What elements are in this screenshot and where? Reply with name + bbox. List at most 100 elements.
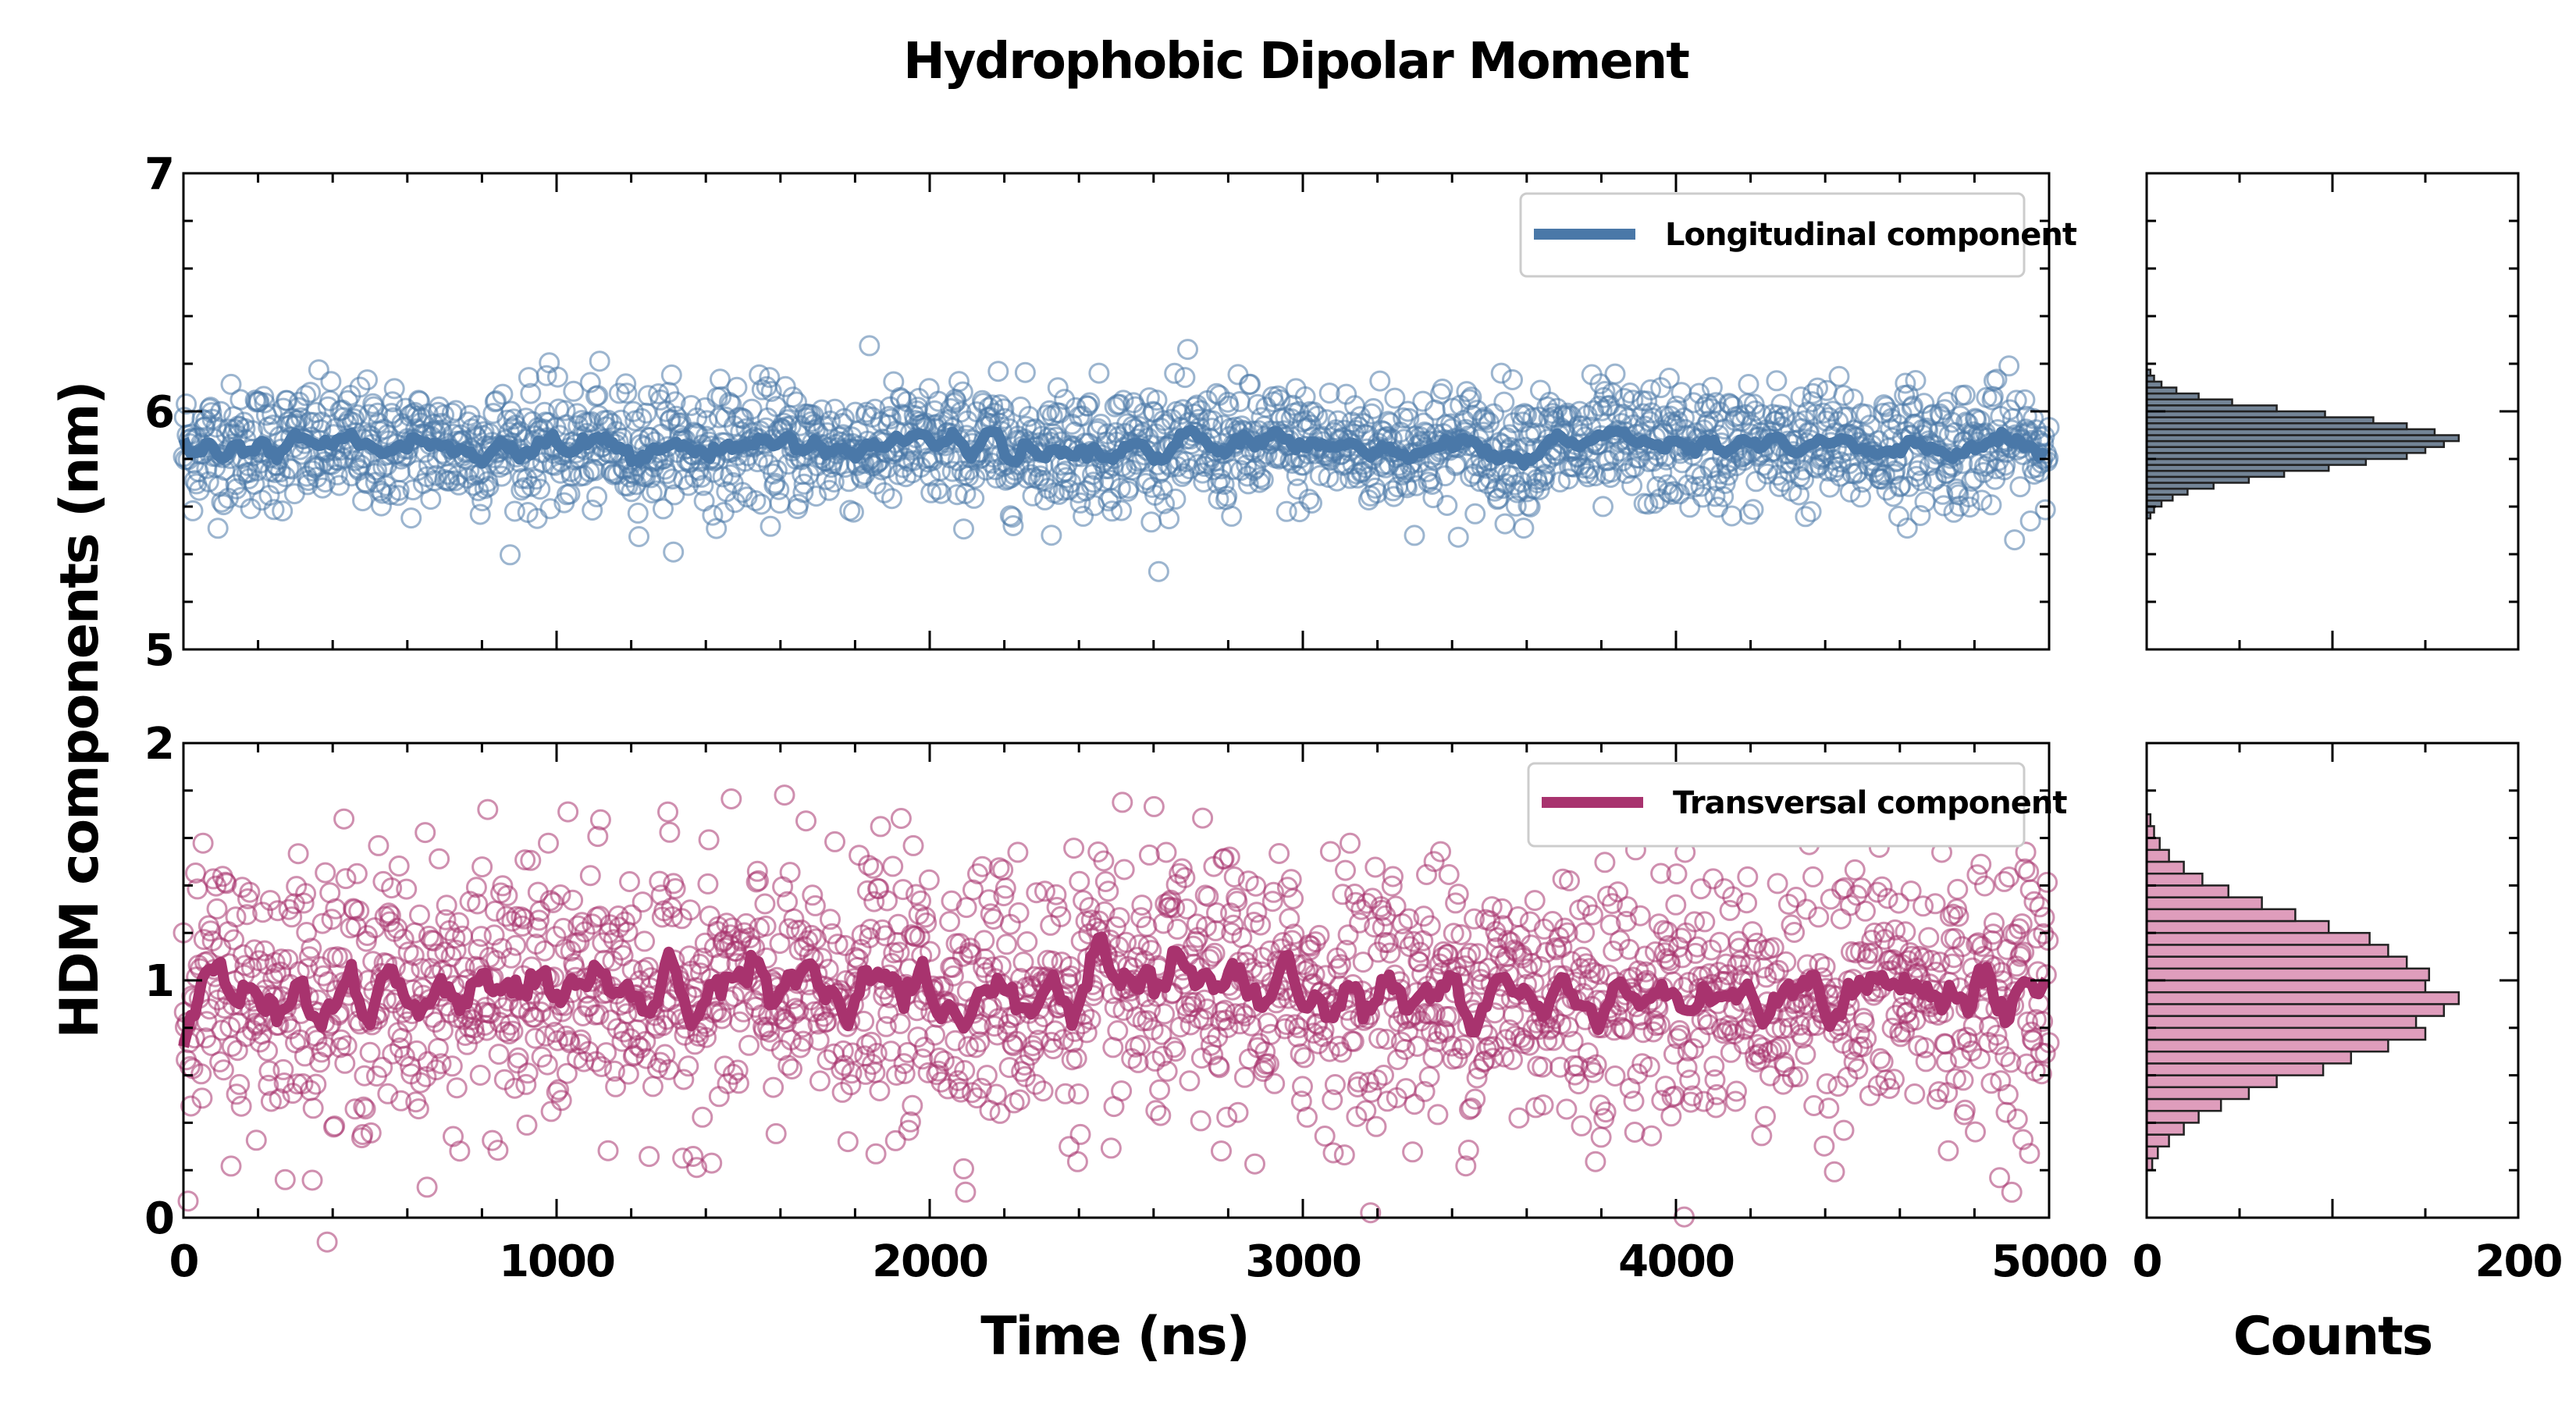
scatter-point (1890, 475, 1912, 496)
scatter-point (639, 1146, 660, 1168)
scatter-point (230, 1095, 252, 1117)
scatter-point (1622, 389, 1644, 411)
scatter-point (703, 461, 724, 483)
scatter-point (627, 502, 649, 524)
scatter-point (336, 1035, 358, 1057)
scatter-point (432, 1019, 454, 1041)
scatter-point (263, 499, 285, 521)
scatter-point (352, 1124, 374, 1145)
scatter-point (1998, 355, 2020, 377)
scatter-point (1483, 403, 1505, 425)
scatter-point (1077, 395, 1098, 417)
scatter-point (1707, 496, 1729, 518)
scatter-point (520, 849, 542, 871)
scatter-point (454, 956, 475, 978)
scatter-point (939, 911, 961, 933)
scatter-point (1184, 397, 1206, 418)
scatter-point (660, 364, 682, 386)
scatter-point (258, 1060, 280, 1082)
scatter-point (1384, 387, 1406, 409)
scatter-point (545, 926, 567, 948)
scatter-point (1398, 407, 1420, 429)
scatter-point (1737, 866, 1759, 887)
scatter-point (446, 1077, 468, 1099)
scatter-point (1333, 1144, 1355, 1166)
scatter-point (498, 1023, 520, 1045)
scatter-point (1830, 451, 1852, 473)
scatter-point (212, 1059, 234, 1081)
scatter-point (619, 466, 640, 488)
scatter-point (1002, 515, 1024, 536)
scatter-point (1108, 393, 1130, 415)
scatter-point (1800, 501, 1822, 522)
scatter-point (881, 488, 902, 510)
scatter-point (360, 1122, 382, 1144)
scatter-point (842, 501, 864, 523)
scatter-point (390, 1090, 412, 1112)
scatter-point (254, 940, 276, 962)
scatter-point (492, 383, 514, 405)
scatter-point (458, 460, 480, 482)
scatter-point (1895, 372, 1916, 394)
scatter-point (295, 385, 317, 407)
scatter-point (503, 1077, 525, 1099)
scatter-point (500, 544, 521, 566)
scatter-point (201, 402, 222, 424)
histogram-bar (2145, 908, 2297, 923)
scatter-point (1703, 868, 1724, 890)
scatter-point (484, 900, 506, 922)
scatter-point (1751, 404, 1773, 425)
y-tick-label-top: 6 (144, 387, 173, 438)
scatter-point (1202, 410, 1224, 432)
scatter-point (882, 855, 904, 877)
scatter-point (410, 1072, 432, 1094)
scatter-point (220, 373, 242, 395)
scatter-point (680, 395, 702, 416)
scatter-point (824, 831, 845, 852)
scatter-point (1112, 791, 1133, 813)
x-axis-label-counts: Counts (2233, 1306, 2432, 1368)
scatter-point (354, 1065, 375, 1087)
scatter-point (192, 832, 214, 854)
scatter-point (1216, 1106, 1238, 1128)
scatter-point (406, 1040, 428, 1062)
scatter-point (312, 965, 334, 987)
scatter-point (1666, 395, 1688, 417)
longitudinal-legend: Longitudinal component (1519, 192, 2078, 278)
scatter-point (292, 1073, 314, 1094)
scatter-point (1751, 1125, 1773, 1147)
y-axis-label: HDM components (nm) (49, 382, 111, 1039)
scatter-point (300, 382, 322, 404)
scatter-point (1949, 405, 1971, 427)
scatter-point (1640, 379, 1661, 400)
scatter-point (430, 1053, 452, 1075)
scatter-point (754, 893, 776, 915)
scatter-point (890, 808, 912, 829)
scatter-point (1984, 912, 2005, 934)
scatter-point (1229, 391, 1251, 412)
scatter-point (579, 865, 601, 887)
scatter-point (1738, 503, 1760, 525)
scatter-point (1113, 859, 1135, 880)
scatter-point (953, 1158, 974, 1179)
scatter-point (888, 913, 909, 935)
scatter-point (1107, 1020, 1129, 1041)
scatter-point (1948, 484, 1969, 506)
scatter-point (692, 1106, 713, 1128)
scatter-point (556, 1062, 578, 1084)
scatter-point (1331, 1041, 1353, 1063)
scatter-point (540, 1101, 562, 1122)
scatter-point (2005, 389, 2027, 411)
scatter-point (418, 925, 439, 947)
scatter-point (941, 461, 963, 482)
scatter-point (587, 385, 609, 407)
scatter-point (383, 378, 405, 400)
scatter-point (664, 391, 686, 413)
scatter-point (1365, 1115, 1387, 1137)
scatter-point (206, 898, 228, 919)
scatter-point (653, 498, 674, 520)
scatter-point (1145, 1100, 1167, 1122)
scatter-point (1366, 482, 1388, 504)
x-tick-label-time: 5000 (1991, 1236, 2107, 1287)
scatter-point (182, 500, 204, 521)
